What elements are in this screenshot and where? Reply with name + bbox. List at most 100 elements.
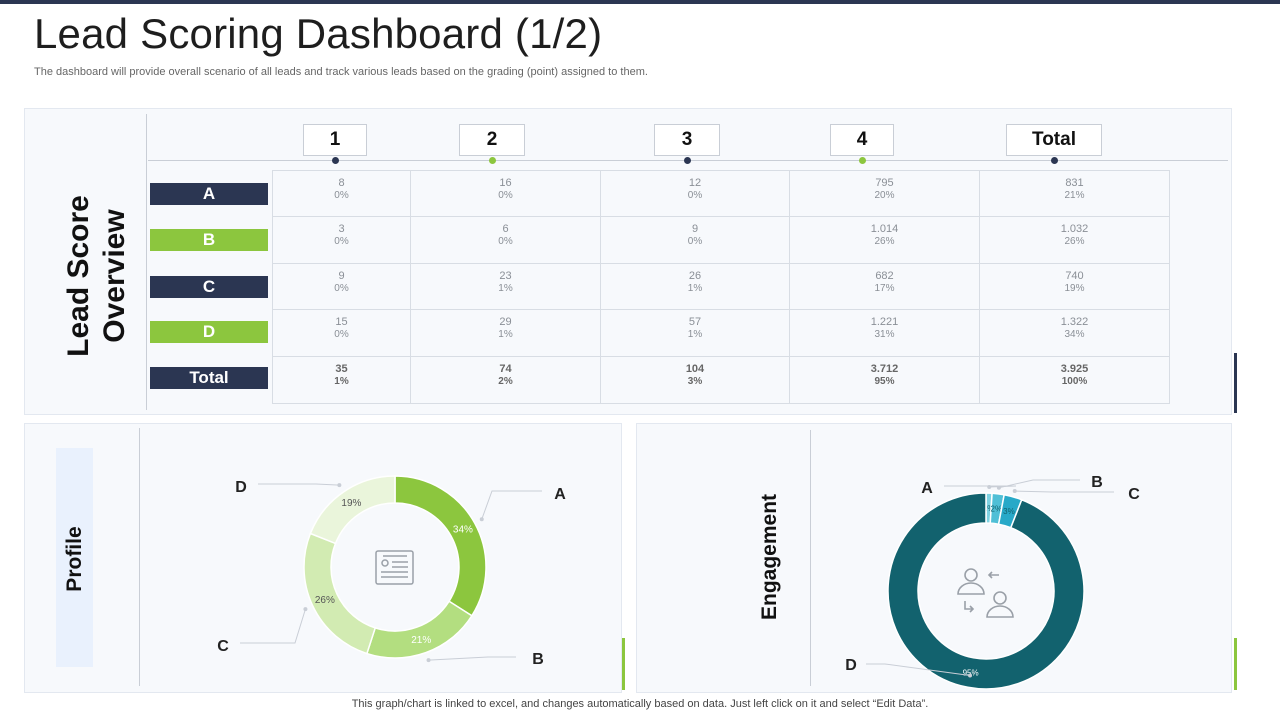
- column-marker-dot: [1050, 157, 1058, 164]
- table-cell: 831 21%: [980, 170, 1170, 217]
- cell-value: 104: [685, 363, 705, 376]
- cell-value: 15: [335, 316, 348, 329]
- engagement-accent-bar: [1234, 638, 1237, 690]
- cell-value: 3.712: [870, 363, 899, 376]
- column-marker-dot: [858, 157, 866, 164]
- cell-value: 1.322: [1060, 316, 1089, 329]
- cell-value: 831: [1065, 177, 1084, 189]
- overview-accent-bar: [1234, 353, 1237, 413]
- cell-value: 3: [338, 222, 345, 235]
- cell-percent: 0%: [334, 235, 349, 247]
- cell-percent: 0%: [334, 190, 349, 201]
- cell-value: 26: [688, 269, 702, 282]
- profile-panel: [24, 423, 622, 693]
- profile-divider: [139, 428, 140, 686]
- table-cell: 74 2%: [411, 357, 601, 404]
- overview-title-line1: Lead Score: [62, 195, 95, 357]
- cell-value: 6: [502, 222, 509, 235]
- cell-value: 12: [688, 177, 702, 189]
- page-subtitle: The dashboard will provide overall scena…: [34, 66, 648, 78]
- cell-value: 9: [691, 222, 699, 235]
- table-cell: 104 3%: [601, 357, 790, 404]
- table-cell: 1.032 26%: [980, 216, 1170, 264]
- cell-percent: 3%: [687, 376, 703, 388]
- cell-percent: 31%: [874, 329, 895, 341]
- column-header-2: 2: [459, 124, 525, 156]
- cell-percent: 26%: [1064, 235, 1085, 247]
- cell-percent: 0%: [687, 235, 703, 247]
- table-cell: 12 0%: [601, 170, 790, 217]
- cell-value: 795: [875, 177, 894, 189]
- cell-value: 682: [875, 269, 894, 282]
- table-cell: 26 1%: [601, 263, 790, 311]
- cell-percent: 19%: [1064, 282, 1085, 294]
- cell-percent: 17%: [874, 282, 895, 294]
- engagement-title: Engagement: [758, 493, 781, 620]
- engagement-divider: [810, 430, 811, 686]
- cell-value: 1.221: [870, 316, 899, 329]
- table-cell: 8 0%: [272, 170, 411, 217]
- cell-value: 740: [1065, 269, 1084, 282]
- profile-accent-bar: [622, 638, 625, 690]
- table-cell: 1.322 34%: [980, 310, 1170, 358]
- cell-value: 57: [688, 316, 702, 329]
- table-cell: 682 17%: [790, 263, 980, 311]
- row-label-c: C: [150, 276, 268, 298]
- cell-percent: 1%: [687, 282, 703, 294]
- cell-value: 16: [499, 177, 512, 189]
- cell-percent: 100%: [1061, 376, 1088, 388]
- lead-score-table: 8 0% 16 0% 12 0% 795 20% 831 21% 3 0% 6 0% 9 0% 1.014 26%…: [272, 170, 1170, 404]
- table-cell: 35 1%: [272, 357, 411, 404]
- cell-value: 74: [499, 363, 512, 376]
- overview-title-line2: Overview: [98, 209, 131, 343]
- profile-title-bg: [56, 448, 93, 667]
- cell-percent: 34%: [1064, 329, 1085, 341]
- cell-value: 9: [338, 269, 345, 282]
- cell-percent: 1%: [498, 329, 513, 341]
- cell-percent: 0%: [687, 190, 703, 201]
- table-cell: 1.014 26%: [790, 216, 980, 264]
- profile-title: Profile: [63, 526, 86, 592]
- cell-value: 8: [338, 177, 345, 189]
- column-marker-dot: [331, 157, 339, 164]
- cell-value: 1.032: [1060, 222, 1089, 235]
- table-cell: 16 0%: [411, 170, 601, 217]
- column-header-1: 1: [303, 124, 367, 156]
- table-cell: 6 0%: [411, 216, 601, 264]
- cell-value: 23: [499, 269, 512, 282]
- column-marker-dot: [488, 157, 496, 164]
- cell-percent: 1%: [498, 282, 513, 294]
- cell-value: 3.925: [1060, 363, 1089, 376]
- table-cell: 9 0%: [601, 216, 790, 264]
- table-cell: 1.221 31%: [790, 310, 980, 358]
- cell-percent: 2%: [498, 376, 513, 388]
- column-header-4: 4: [830, 124, 894, 156]
- cell-percent: 0%: [334, 329, 349, 341]
- table-cell: 3 0%: [272, 216, 411, 264]
- cell-percent: 20%: [874, 190, 895, 201]
- table-cell: 3.925 100%: [980, 357, 1170, 404]
- row-label-total: Total: [150, 367, 268, 389]
- cell-percent: 0%: [498, 190, 513, 201]
- top-accent-bar: [0, 0, 1280, 4]
- table-cell: 15 0%: [272, 310, 411, 358]
- row-label-a: A: [150, 183, 268, 205]
- column-marker-dot: [683, 157, 691, 164]
- cell-value: 29: [499, 316, 512, 329]
- cell-percent: 21%: [1064, 190, 1085, 201]
- table-cell: 3.712 95%: [790, 357, 980, 404]
- table-cell: 740 19%: [980, 263, 1170, 311]
- cell-value: 1.014: [870, 222, 899, 235]
- cell-percent: 0%: [334, 282, 349, 294]
- row-label-d: D: [150, 321, 268, 343]
- table-cell: 57 1%: [601, 310, 790, 358]
- cell-percent: 0%: [498, 235, 513, 247]
- cell-percent: 1%: [687, 329, 703, 341]
- overview-title: Lead Score Overview: [61, 166, 141, 386]
- overview-divider: [146, 114, 147, 410]
- engagement-panel: [636, 423, 1232, 693]
- cell-percent: 26%: [874, 235, 895, 247]
- table-cell: 29 1%: [411, 310, 601, 358]
- page-title: Lead Scoring Dashboard (1/2): [34, 10, 603, 57]
- table-cell: 795 20%: [790, 170, 980, 217]
